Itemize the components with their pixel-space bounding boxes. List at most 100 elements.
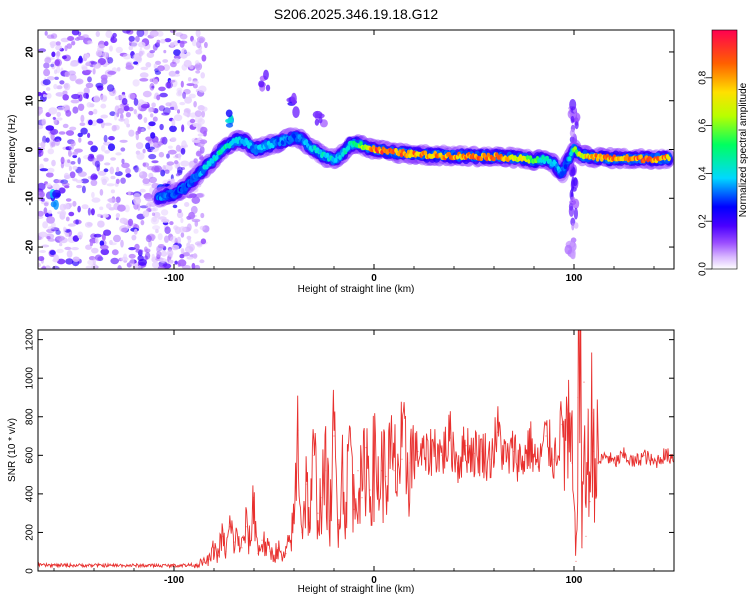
spectrogram-xtick-label: -100 [164, 273, 184, 284]
spectrogram-smear [569, 99, 577, 111]
spectrogram-noise-cell [97, 170, 107, 176]
spectrogram-noise-cell [67, 159, 71, 164]
spectrogram-blob [263, 69, 269, 81]
spectrogram-noise-cell [156, 250, 162, 258]
spectrogram-noise-cell [179, 226, 187, 233]
spectrogram-noise-cell [71, 93, 81, 100]
colorbar: 0.0 0.2 0.4 0.6 0.8 Normalized spectral ampl… [698, 29, 749, 276]
snr-point [289, 539, 291, 541]
spectrogram-noise-cell [104, 162, 111, 166]
spectrogram-noise-cell [90, 61, 98, 65]
spectrogram-noise-cell [137, 126, 142, 134]
spectrogram-ylabel: Frequency (Hz) [7, 115, 18, 184]
spectrogram-smear [569, 129, 576, 138]
spectrogram-noise-cell [157, 265, 165, 269]
spectrogram-noise-cell [65, 110, 72, 117]
spectrogram-noise-cell [53, 254, 60, 262]
spectrogram-noise-cell [199, 225, 206, 231]
spectrogram-noise-cell [138, 50, 143, 57]
spectrogram-noise-cell [128, 129, 135, 137]
spectrogram-noise-cell [180, 80, 184, 88]
spectrogram-noise-cell [180, 232, 185, 238]
snr-ytick-label: 200 [25, 524, 36, 541]
spectrogram-noise-cell [184, 96, 193, 104]
snr-point [269, 551, 271, 553]
spectrogram-smear [573, 207, 579, 220]
spectrogram-noise-cell [165, 102, 172, 107]
spectrogram-noise-cell [62, 94, 69, 101]
spectrogram-noise-cell [121, 162, 130, 169]
spectrogram-smear [568, 205, 575, 217]
spectrogram-noise-cell [72, 106, 79, 114]
spectrogram-noise-cell [174, 260, 178, 265]
spectrogram-noise-cell [63, 83, 69, 89]
spectrogram-noise-cell [167, 249, 174, 257]
spectrogram-ridge-cell [667, 156, 671, 162]
snr-point [209, 558, 211, 561]
spectrogram-noise-cell [106, 203, 112, 209]
spectrogram-noise-cell [196, 192, 205, 198]
spectrogram-ytick-label: -20 [25, 239, 36, 254]
snr-point [597, 462, 599, 464]
spectrogram-noise-cell [135, 142, 144, 150]
snr-point [425, 458, 427, 460]
spectrogram-noise-cell [96, 118, 104, 124]
spectrogram-noise-cell [169, 30, 177, 34]
spectrogram-noise-cell [122, 30, 131, 34]
snr-point [285, 553, 287, 555]
snr-point [409, 462, 411, 464]
spectrogram-noise-cell [192, 253, 198, 259]
snr-point [249, 543, 251, 545]
spectrogram-noise-cell [163, 164, 173, 172]
spectrogram-noise-cell [87, 259, 95, 266]
spectrogram-noise-cell [159, 92, 168, 98]
snr-ytick-label: 600 [25, 447, 36, 464]
spectrogram-noise-cell [69, 145, 74, 150]
snr-point [193, 564, 195, 566]
spectrogram-noise-cell [128, 253, 136, 259]
spectrogram-noise-cell [92, 68, 96, 75]
snr-point [537, 466, 539, 468]
spectrogram-noise-cell [173, 114, 183, 122]
spectrogram-noise-cell [39, 168, 49, 172]
spectrogram-noise-cell [195, 30, 201, 38]
snr-point [561, 423, 563, 426]
spectrogram-noise-cell [139, 72, 149, 78]
spectrogram-smear [570, 217, 576, 226]
spectrogram-noise-cell [125, 65, 134, 70]
spectrogram-ridge-cell [359, 141, 363, 147]
snr-point [213, 547, 215, 549]
spectrogram-noise-cell [166, 161, 175, 166]
spectrogram-smear [571, 223, 575, 231]
snr-point [337, 524, 339, 526]
snr-point [281, 558, 283, 561]
spectrogram-noise-cell [145, 197, 154, 202]
spectrogram-noise-cell [199, 259, 205, 264]
spectrogram-noise-cell [46, 167, 55, 173]
spectrogram-noise-cell [41, 244, 50, 248]
spectrogram-noise-cell [179, 33, 188, 40]
spectrogram-noise-cell [65, 130, 75, 136]
spectrogram-noise-cell [89, 241, 93, 247]
snr-point [653, 462, 655, 464]
spectrogram-noise-cell [100, 74, 108, 81]
spectrogram-noise-cell [84, 40, 88, 45]
snr-point [357, 470, 359, 472]
spectrogram-noise-cell [99, 206, 104, 211]
spectrogram-noise-cell [42, 79, 51, 86]
snr-point [473, 452, 475, 454]
spectrogram-noise-cell [171, 118, 176, 127]
spectrogram-ridge-cell [265, 145, 270, 150]
spectrogram-noise-cell [38, 210, 44, 217]
snr-point [401, 458, 403, 460]
spectrogram-noise-cell [144, 246, 148, 253]
spectrogram-noise-cell [199, 139, 208, 144]
snr-point [587, 408, 589, 410]
spectrogram-noise-cell [65, 258, 74, 265]
spectrogram-noise-cell [171, 244, 180, 251]
snr-point [605, 454, 607, 456]
snr-point [643, 454, 645, 456]
figure-title: S206.2025.346.19.18.G12 [274, 6, 438, 22]
spectrogram-noise-cell [75, 179, 83, 184]
